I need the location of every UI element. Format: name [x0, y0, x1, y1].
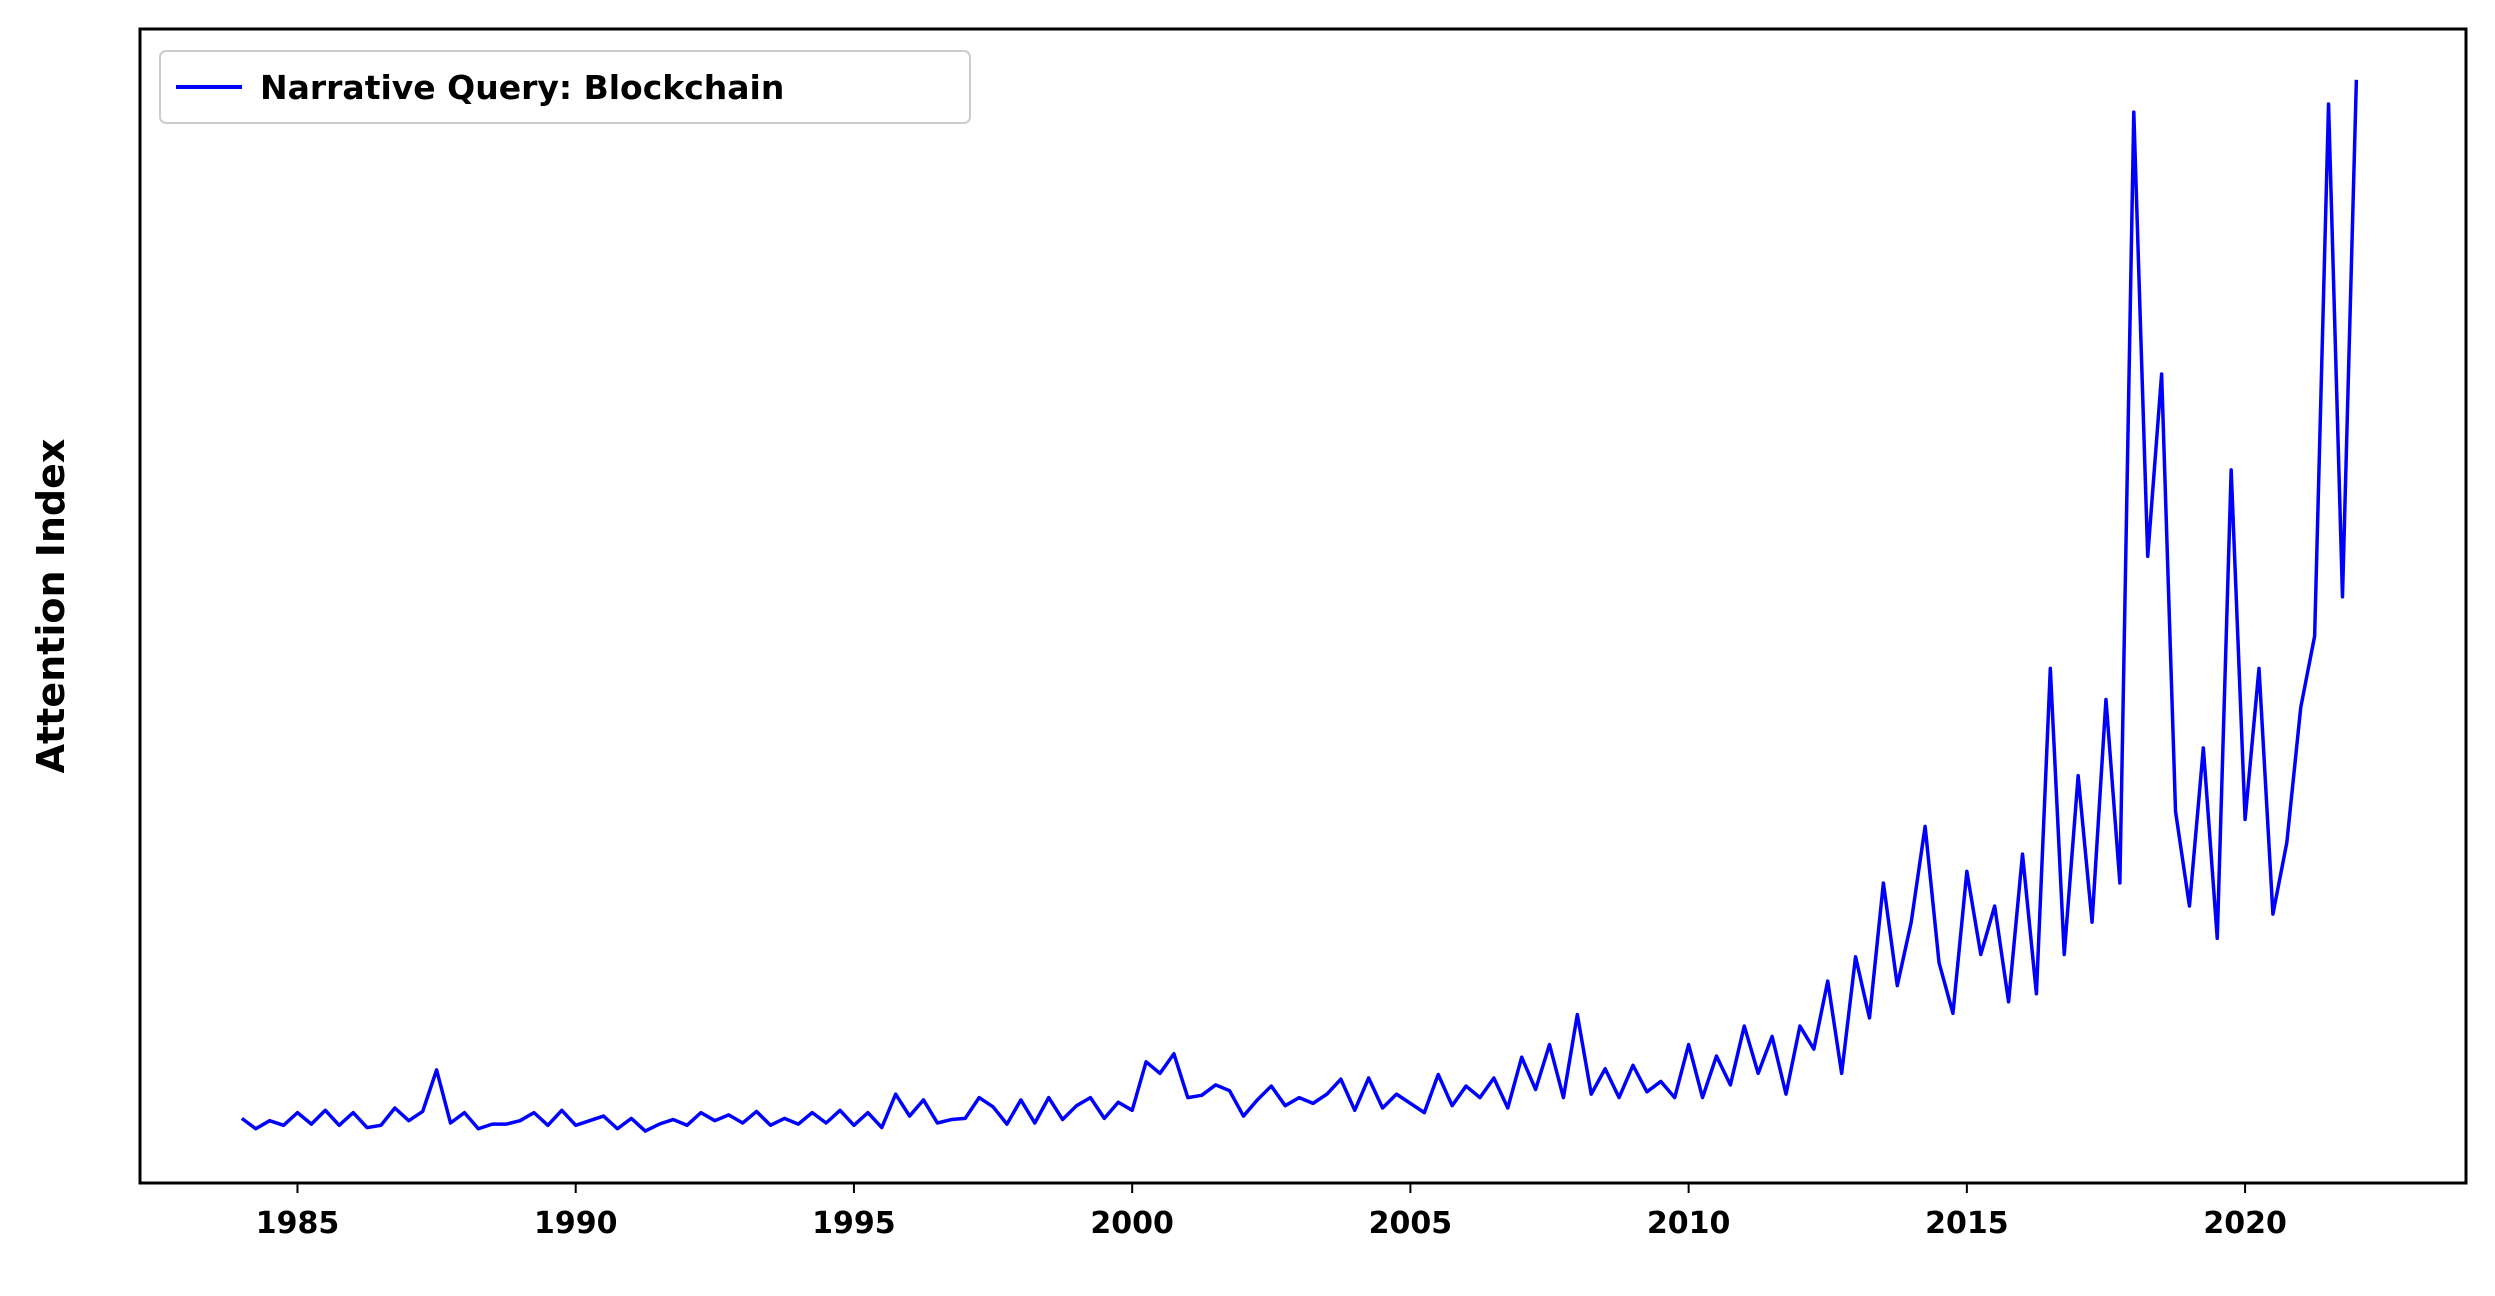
x-tick-label: 1990: [534, 1206, 618, 1241]
y-axis-label: Attention Index: [29, 439, 73, 774]
x-tick-label: 2010: [1647, 1206, 1731, 1241]
x-tick-label: 1995: [812, 1206, 896, 1241]
plot-frame: [138, 27, 2468, 1185]
legend-box: [159, 50, 971, 124]
data-line: [240, 79, 2359, 1133]
x-tick-label: 2000: [1090, 1206, 1174, 1241]
x-tick-label: 1985: [256, 1206, 340, 1241]
x-tick-label: 2005: [1369, 1206, 1453, 1241]
x-tick-label: 2020: [2203, 1206, 2287, 1241]
legend-label: Narrative Query: Blockchain: [260, 68, 784, 107]
x-tick-label: 2015: [1925, 1206, 2009, 1241]
